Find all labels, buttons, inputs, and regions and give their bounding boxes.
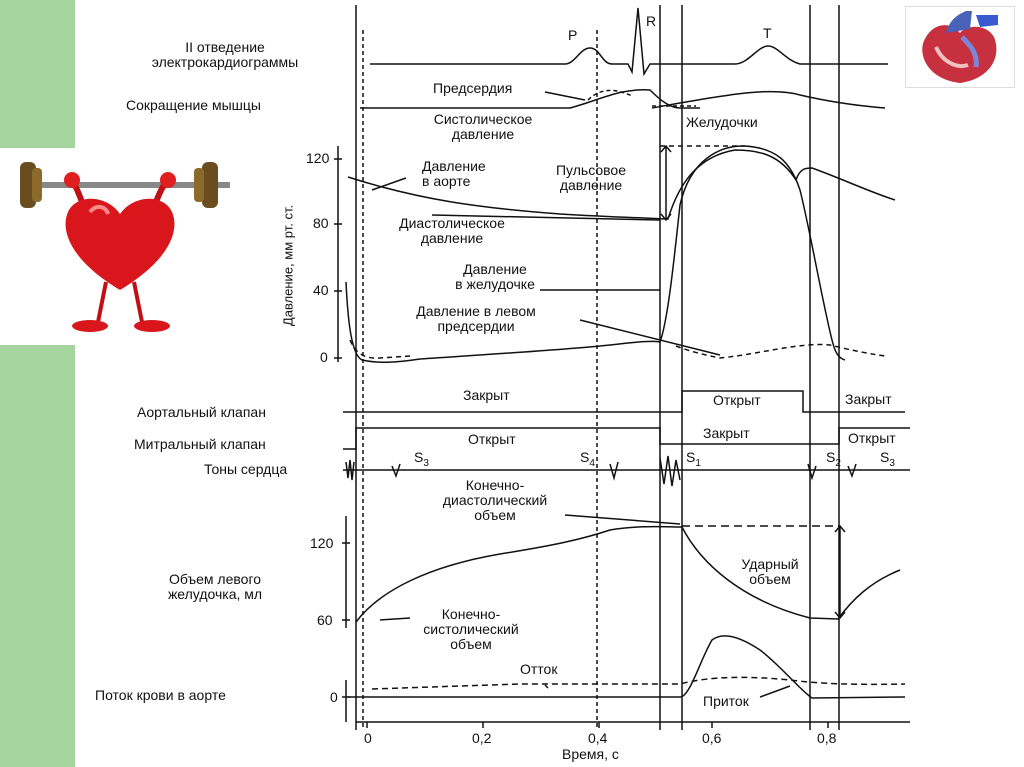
heart-sounds-label: Тоны сердца xyxy=(204,461,288,477)
outflow-label: Отток xyxy=(520,661,558,677)
time-axis-label: Время, с xyxy=(562,746,619,762)
stroke-volume-label: Ударный объем xyxy=(741,556,799,587)
ecg-label: II отведение электрокардиограммы xyxy=(151,39,299,70)
time-tick-06: 0,6 xyxy=(702,730,722,746)
time-tick-0: 0 xyxy=(364,730,372,746)
aortic-closed-2: Закрыт xyxy=(845,391,892,407)
green-decor-bar-bottom xyxy=(0,345,75,767)
heart-barbell-illustration xyxy=(20,162,230,332)
volume-tick-60: 60 xyxy=(317,612,333,628)
sound-s3-first: S3 xyxy=(414,449,429,469)
ecg-p-wave: P xyxy=(568,27,578,43)
mitral-valve-label: Митральный клапан xyxy=(134,436,266,452)
pressure-tick-120: 120 xyxy=(306,150,330,166)
pressure-tick-40: 40 xyxy=(313,282,329,298)
aortic-open: Открыт xyxy=(713,392,761,408)
ventricles-label: Желудочки xyxy=(686,114,758,130)
aortic-flow-label: Поток крови в аорте xyxy=(95,687,226,703)
atria-label: Предсердия xyxy=(433,80,513,96)
mitral-open-1: Открыт xyxy=(468,431,516,447)
esv-label: Конечно- систолический объем xyxy=(423,606,519,652)
mitral-closed: Закрыт xyxy=(703,425,750,441)
aortic-valve-label: Аортальный клапан xyxy=(137,404,266,420)
left-atrial-pressure-label: Давление в левом предсердии xyxy=(416,303,536,334)
ventricular-pressure-label: Давление в желудочке xyxy=(455,261,535,292)
time-tick-04: 0,4 xyxy=(588,730,608,746)
pulse-pressure-label: Пульсовое давление xyxy=(555,162,626,193)
ecg-r-wave: R xyxy=(646,13,657,29)
flow-tick-0: 0 xyxy=(330,689,338,705)
systolic-pressure-label: Систолическое давление xyxy=(433,111,533,142)
volume-tick-120: 120 xyxy=(310,535,334,551)
aortic-closed-1: Закрыт xyxy=(463,387,510,403)
lv-volume-label: Объем левого желудочка, мл xyxy=(167,571,263,602)
sound-s1: S1 xyxy=(686,449,701,469)
time-tick-02: 0,2 xyxy=(472,730,492,746)
contraction-label: Сокращение мышцы xyxy=(126,97,261,113)
ecg-t-wave: T xyxy=(763,25,772,41)
pressure-axis-label: Давление, мм рт. ст. xyxy=(280,204,296,327)
mitral-open-2: Открыт xyxy=(848,430,896,446)
aortic-pressure-label: Давление в аорте xyxy=(422,158,486,189)
diastolic-pressure-label: Диастолическое давление xyxy=(399,215,505,246)
pressure-tick-80: 80 xyxy=(313,215,329,231)
inflow-label: Приток xyxy=(703,693,749,709)
pressure-tick-0: 0 xyxy=(320,349,328,365)
sound-s3-second: S3 xyxy=(880,449,895,469)
time-tick-08: 0,8 xyxy=(817,730,837,746)
sound-s4: S4 xyxy=(580,449,595,469)
heart-anatomy-image xyxy=(905,6,1015,88)
edv-label: Конечно- диастолический объем xyxy=(442,477,548,523)
green-decor-bar-top xyxy=(0,0,75,148)
sound-s2: S2 xyxy=(826,449,841,469)
